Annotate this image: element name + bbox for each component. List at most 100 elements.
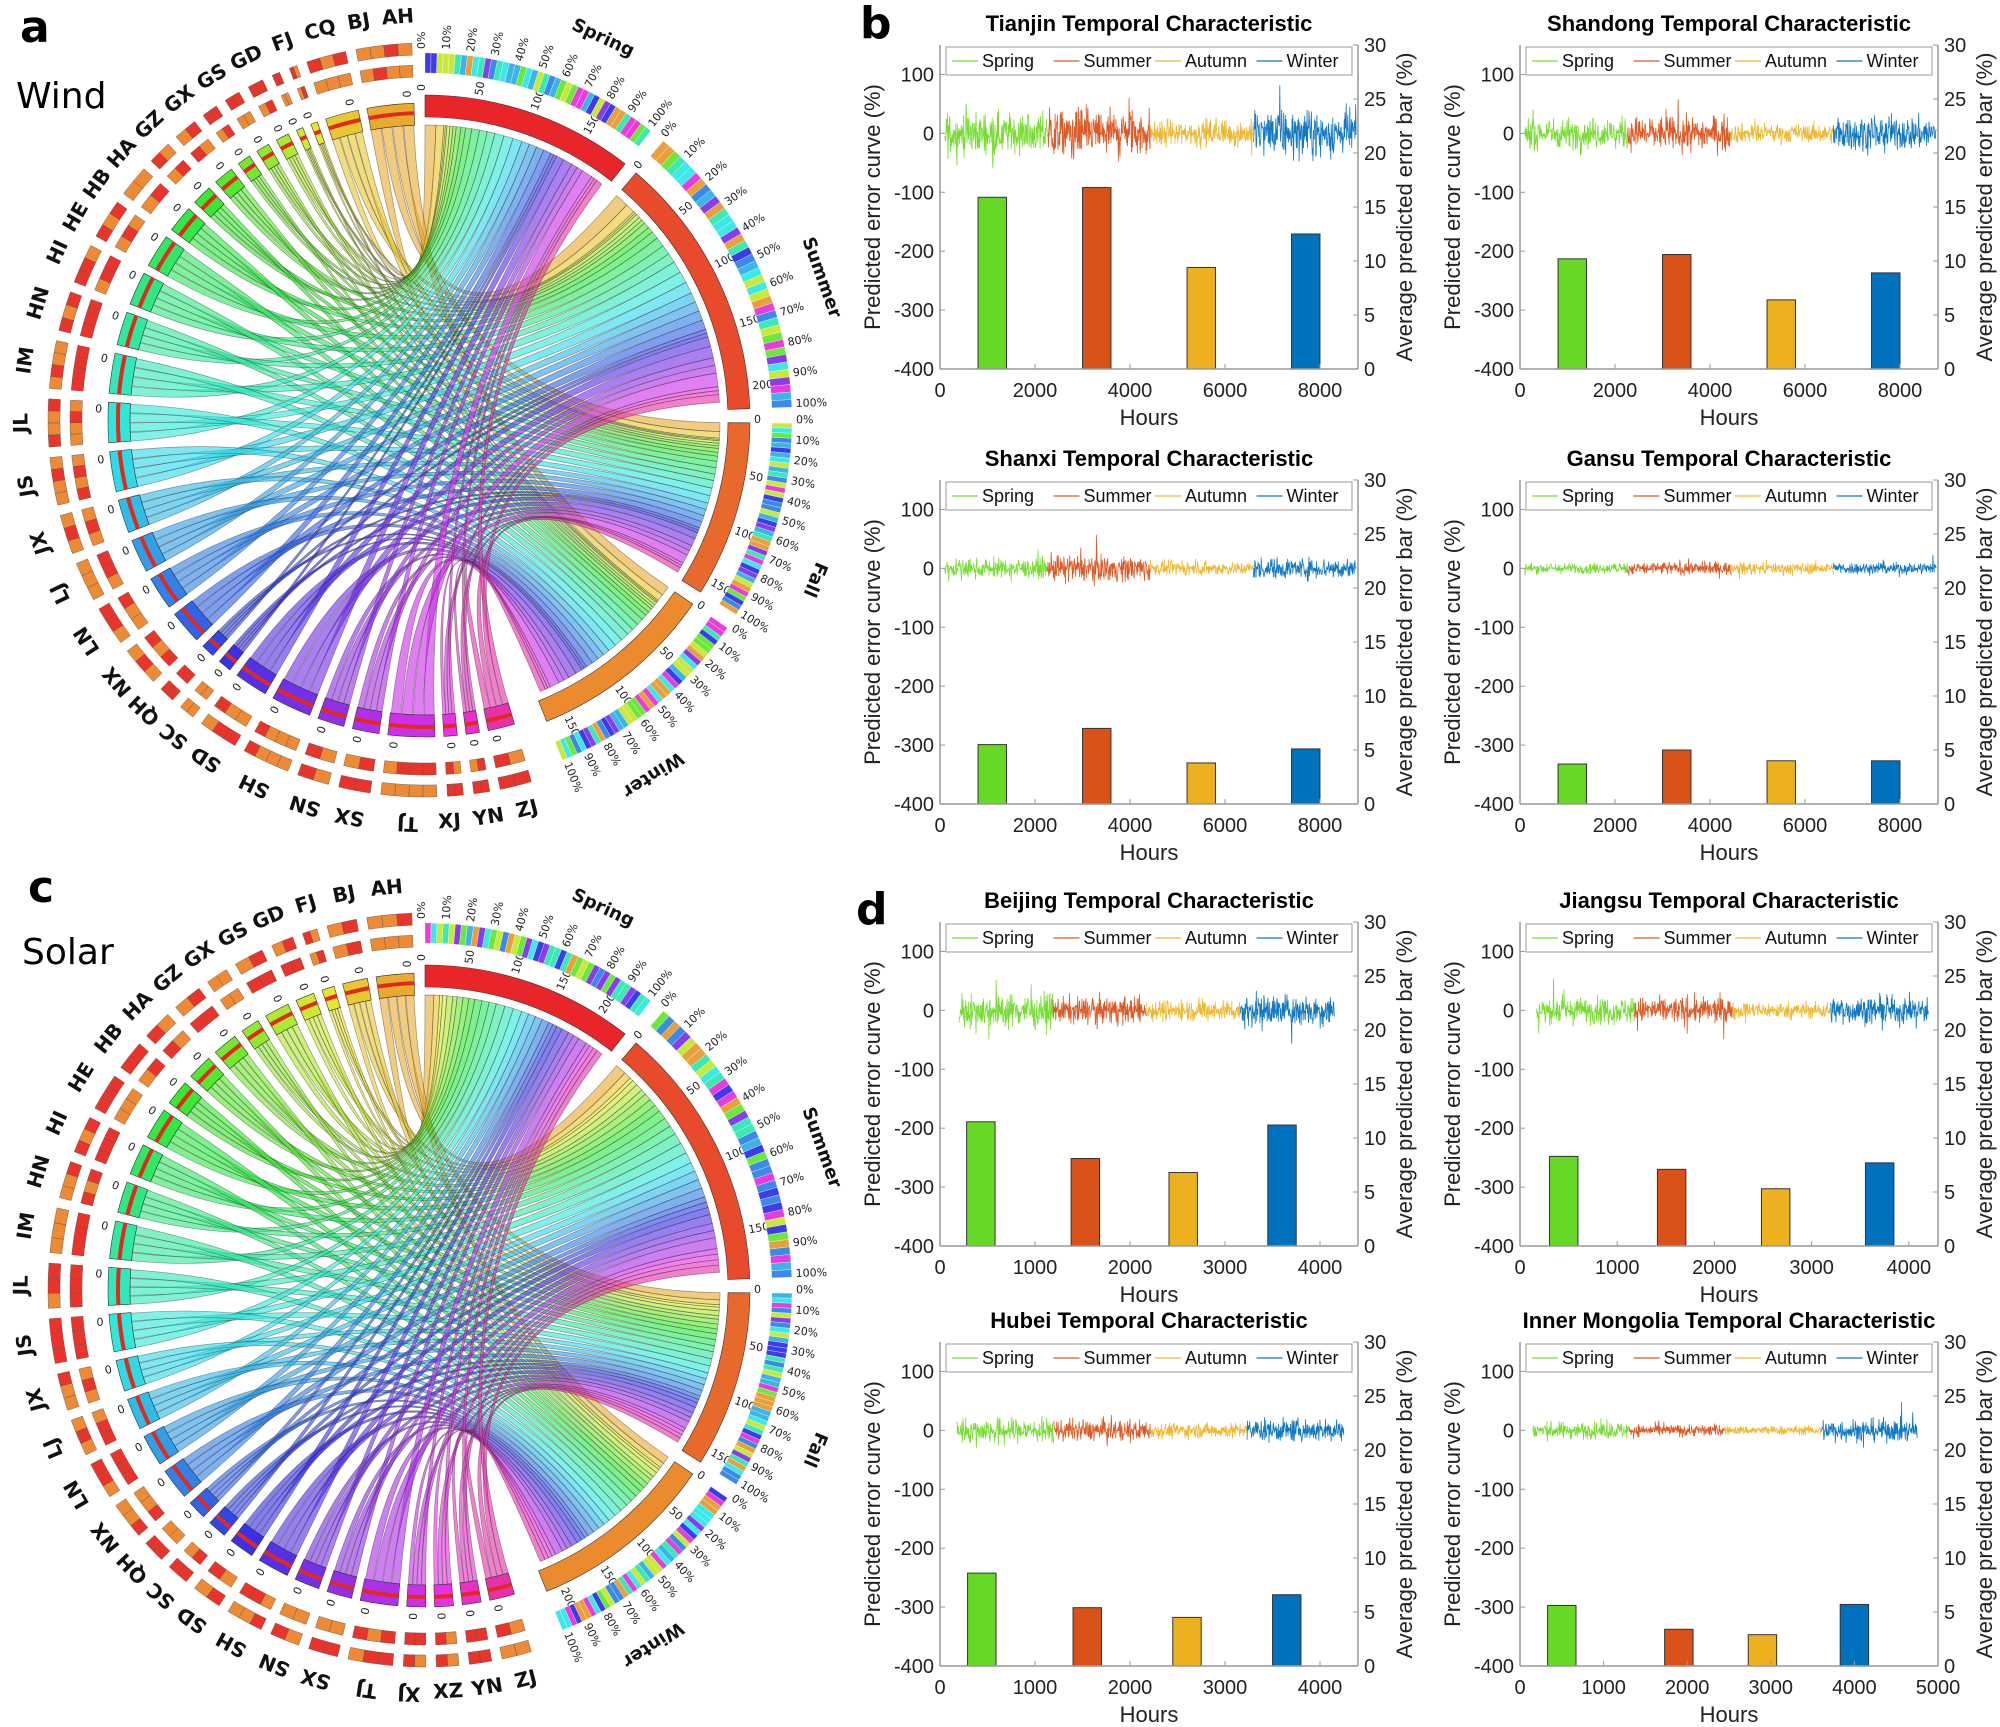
season-percent-cell [554,1609,568,1631]
region-arc-band [139,536,157,568]
region-heat-cell [104,255,122,273]
error-curve-autumn [1732,1000,1831,1023]
region-label: ZJ [513,794,540,823]
chord-ribbon [286,125,451,283]
region-arc-band [175,1088,195,1110]
region-arc-band [328,117,361,131]
region-heat-cell [445,1631,458,1645]
chord-ribbon [220,203,650,616]
x-axis-label: Hours [1120,405,1179,430]
y-axis-label-right: Average predicted error bar (%) [1392,488,1417,797]
x-tick-label: 4000 [1298,1257,1343,1279]
legend-label-summer: Summer [1664,486,1732,506]
season-tick-label: 100 [509,952,527,976]
season-percent-label: 70% [619,729,643,757]
region-heat-cell [284,92,293,106]
legend-label-winter: Winter [1867,486,1919,506]
chord-ribbon [390,558,560,715]
region-heat-cell [227,1600,245,1619]
region-arc-band [117,354,127,395]
error-curve-spring [1536,978,1635,1034]
season-percent-label: 80% [758,572,786,594]
error-curve-spring [944,103,1048,169]
region-heat-cell [399,65,414,79]
season-percent-label: 50% [655,703,680,730]
region-label: HI [41,236,73,268]
y-tick-label-right: 5 [1944,1602,1955,1624]
chord-ribbon [256,496,699,667]
region-tick-label: 0 [290,1585,305,1597]
region-label: HA [102,132,142,172]
region-heat-cell [446,783,456,797]
region-heat-cell [129,1043,149,1064]
chord-title-wind: Wind [16,76,107,117]
region-label: AH [381,3,415,29]
region-tick-label: 0 [357,1606,371,1616]
region-heat-cell [75,1212,91,1229]
x-tick-label: 6000 [1203,815,1248,837]
region-heat-cell [332,943,350,960]
chord-ribbon [304,995,448,1150]
region-heat-cell [207,1561,227,1580]
bar-winter [1871,760,1901,805]
region-heat-cell [175,664,191,679]
chord-ribbon [291,1023,658,1478]
y-tick-label-left: -200 [1474,241,1514,263]
y-tick-label-right: 25 [1944,966,1966,988]
region-label: SH [212,1627,251,1663]
region-heat-cell [69,399,83,412]
y-tick-label-right: 10 [1944,251,1966,273]
y-tick-label-right: 30 [1364,35,1386,57]
region-heat-cell [81,506,97,523]
y-tick-label-left: 100 [1481,941,1514,963]
error-curve-winter [1240,990,1335,1044]
bar-autumn [1186,762,1216,805]
region-heat-cell [264,99,278,114]
region-label: JL [8,413,32,436]
region-arc-band [361,1588,399,1598]
region-tick-label: 0 [232,145,247,158]
season-label-spring: Spring [569,14,638,61]
x-tick-label: 0 [934,1257,945,1279]
y-tick-label-right: 10 [1364,1128,1386,1150]
region-heat-cell [73,1226,88,1243]
season-percent-label: 40% [786,494,813,512]
region-label: GD [226,39,266,75]
chord-ribbon [407,1429,557,1586]
region-label: ZJ [512,1664,539,1693]
legend-label-summer: Summer [1084,486,1152,506]
y-tick-label-left: 0 [923,1000,934,1022]
x-tick-label: 0 [934,815,945,837]
region-heat-cell [338,775,357,791]
y-axis-label-right: Average predicted error bar (%) [1972,488,1997,797]
region-heat-cell [49,376,63,390]
chord-title-solar: Solar [22,932,114,973]
region-label: BJ [330,880,357,908]
region-heat-cell [69,1278,83,1294]
error-curve-spring [944,549,1048,582]
legend-label-spring: Spring [1562,1348,1614,1368]
region-tick-label: 0 [401,90,414,97]
legend-label-winter: Winter [1867,1348,1919,1368]
legend-label-autumn: Autumn [1185,1348,1247,1368]
error-curve-summer [1627,558,1731,579]
season-percent-label: 80% [787,331,814,349]
season-percent-label: 30% [790,1344,816,1361]
region-heat-cell [49,1237,64,1254]
region-heat-cell [341,919,359,935]
chord-ribbon [353,1001,631,1169]
region-label: GZ [129,105,168,144]
region-tick-label: 0 [463,1609,477,1617]
region-heat-cell [183,1541,201,1559]
region-tick-label: 0 [126,1139,138,1154]
region-label: SH [235,769,273,804]
chord-ribbon [206,1399,589,1539]
bar-spring [1557,763,1587,805]
region-label: LN [58,1476,94,1514]
region-label: JX [25,528,56,560]
region-heat-cell [358,756,376,772]
chord-ribbon [357,556,565,709]
error-curve-summer [1628,1420,1725,1439]
